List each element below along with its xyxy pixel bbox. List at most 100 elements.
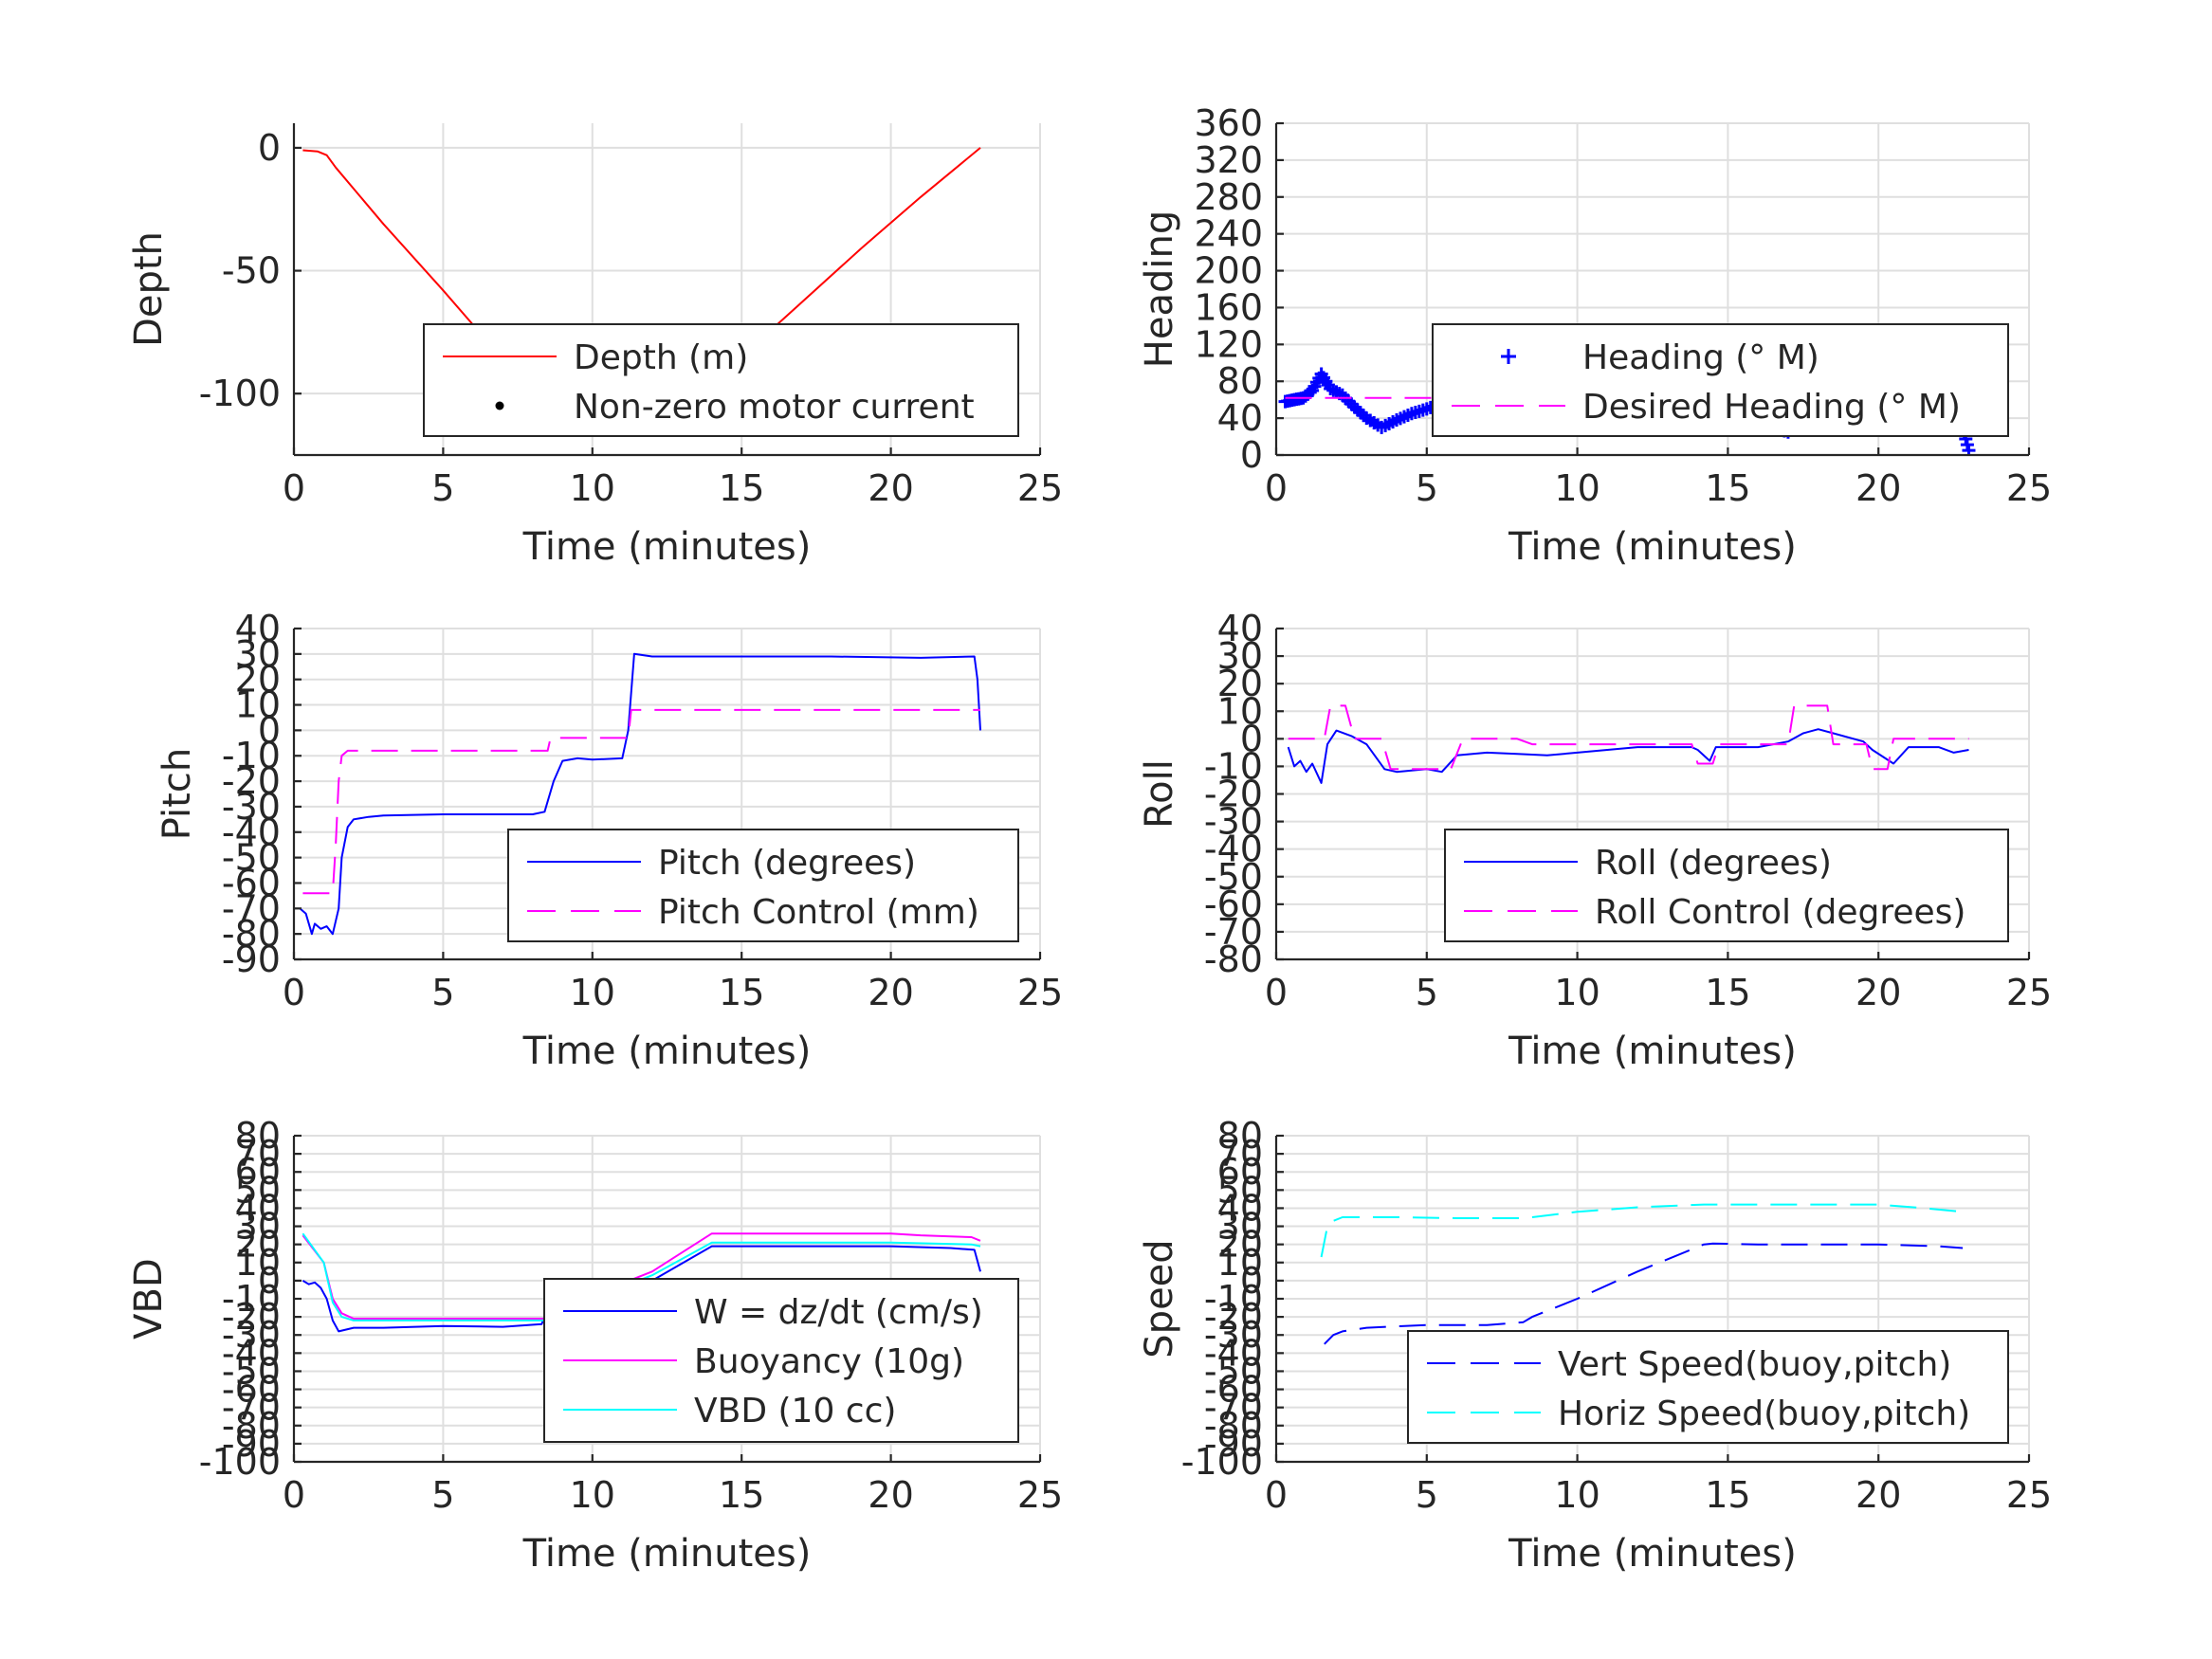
heading-xtick-label: 20 <box>1856 467 1901 509</box>
speed-ytick-label: -20 <box>1204 1296 1263 1338</box>
vbd-chart: 0 5 10 15 20 2580706050403020100-10-20-30-40-… <box>127 1115 1063 1576</box>
heading-legend: Heading (° M) Desired Heading (° M) <box>1432 323 2009 437</box>
depth-xtick-label: 10 <box>570 467 615 509</box>
vbd-ytick-label: 70 <box>235 1133 281 1175</box>
heading-ylabel: Heading <box>1138 210 1181 368</box>
pitch-legend: Pitch (degrees) Pitch Control (mm) <box>507 829 1019 942</box>
roll-ytick-label: 30 <box>1217 635 1263 677</box>
roll-legend: Roll (degrees) Roll Control (degrees) <box>1444 829 2009 942</box>
speed-ytick-label: 50 <box>1217 1169 1263 1211</box>
speed-ytick-label: -50 <box>1204 1350 1263 1392</box>
pitch-ytick-label: -60 <box>222 862 281 903</box>
roll-ytick-label: 20 <box>1217 663 1263 704</box>
roll-ytick-label: -60 <box>1204 884 1263 925</box>
roll-ytick-label: -80 <box>1204 939 1263 980</box>
vbd-xtick-label: 20 <box>868 1474 913 1516</box>
vbd-legend-label: VBD (10 cc) <box>694 1392 896 1431</box>
depth-legend-label: Depth (m) <box>574 338 748 377</box>
roll-ylabel: Roll <box>1138 759 1181 829</box>
depth-legend-label: Non-zero motor current <box>574 388 975 427</box>
roll-xlabel: Time (minutes) <box>1508 1030 1797 1073</box>
pitch-ytick-label: 0 <box>258 709 281 751</box>
pitch-xtick-label: 20 <box>868 972 913 1013</box>
vbd-ytick-label: 50 <box>235 1169 281 1211</box>
vbd-ytick-label: 10 <box>235 1242 281 1284</box>
roll-legend-label: Roll Control (degrees) <box>1595 893 1965 932</box>
speed-series-1-line <box>1320 1203 1964 1258</box>
heading-ytick-label: 280 <box>1194 176 1263 218</box>
pitch-ytick-label: -40 <box>222 811 281 853</box>
roll-xtick-label: 15 <box>1705 972 1750 1013</box>
speed-ytick-label: 40 <box>1217 1187 1263 1229</box>
pitch-series-0-line <box>299 652 981 936</box>
heading-ytick-label: 80 <box>1217 360 1263 402</box>
speed-legend: Vert Speed(buoy,pitch) Horiz Speed(buoy,p… <box>1407 1330 2009 1444</box>
roll-xtick-label: 5 <box>1416 972 1438 1013</box>
roll-chart: 0 5 10 15 20 25403020100-10-20-30-40-50-60-70… <box>1138 608 2052 1073</box>
pitch-xtick-label: 5 <box>431 972 454 1013</box>
speed-legend-label: Vert Speed(buoy,pitch) <box>1558 1345 1951 1384</box>
depth-xtick-label: 15 <box>719 467 764 509</box>
speed-ytick-label: -80 <box>1204 1405 1263 1447</box>
pitch-ytick-label: -20 <box>222 760 281 802</box>
vbd-ytick-label: -50 <box>222 1350 281 1392</box>
roll-ytick-label: 10 <box>1217 690 1263 732</box>
heading-legend-box <box>1432 323 2009 437</box>
speed-ytick-label: -30 <box>1204 1314 1263 1356</box>
roll-ytick-label: -30 <box>1204 801 1263 843</box>
depth-ytick-label: -100 <box>199 373 281 414</box>
depth-xlabel: Time (minutes) <box>522 525 812 569</box>
heading-ytick-label: 200 <box>1194 250 1263 292</box>
depth-xtick-label: 25 <box>1017 467 1063 509</box>
vbd-ytick-label: -60 <box>222 1369 281 1411</box>
heading-xtick-label: 0 <box>1265 467 1288 509</box>
speed-xtick-label: 10 <box>1554 1474 1600 1516</box>
speed-ytick-label: 80 <box>1217 1115 1263 1157</box>
speed-ytick-label: -60 <box>1204 1369 1263 1411</box>
pitch-legend-label: Pitch (degrees) <box>658 844 916 883</box>
speed-ytick-label: 60 <box>1217 1151 1263 1193</box>
depth-ylabel: Depth <box>127 231 171 347</box>
vbd-legend: W = dz/dt (cm/s) Buoyancy (10g) VBD (10 cc… <box>543 1278 1019 1443</box>
heading-ytick-label: 40 <box>1217 397 1263 439</box>
vbd-ytick-label: -70 <box>222 1387 281 1429</box>
roll-xtick-label: 0 <box>1265 972 1288 1013</box>
roll-plot-area <box>1287 704 1969 784</box>
heading-ytick-label: 120 <box>1194 323 1263 365</box>
speed-series-0-line <box>1324 1242 1964 1345</box>
speed-ytick-label: 0 <box>1240 1260 1263 1302</box>
roll-legend-label: Roll (degrees) <box>1595 844 1832 883</box>
heading-legend-label: Heading (° M) <box>1582 338 1819 377</box>
speed-plot-area <box>1320 1203 1964 1345</box>
roll-ytick-label: 0 <box>1240 718 1263 759</box>
roll-ytick-label: -70 <box>1204 911 1263 953</box>
vbd-ytick-label: -80 <box>222 1405 281 1447</box>
vbd-ytick-label: 60 <box>235 1151 281 1193</box>
speed-ytick-label: -70 <box>1204 1387 1263 1429</box>
heading-legend-label: Desired Heading (° M) <box>1582 388 1961 427</box>
vbd-ytick-label: 30 <box>235 1206 281 1248</box>
vbd-ytick-label: -20 <box>222 1296 281 1338</box>
pitch-plot-area <box>299 652 981 936</box>
depth-xtick-label: 20 <box>868 467 913 509</box>
vbd-legend-label: W = dz/dt (cm/s) <box>694 1293 983 1332</box>
heading-xtick-label: 25 <box>2006 467 2052 509</box>
roll-xtick-label: 20 <box>1856 972 1901 1013</box>
vbd-xlabel: Time (minutes) <box>522 1532 812 1576</box>
speed-legend-box <box>1407 1330 2009 1444</box>
speed-xtick-label: 25 <box>2006 1474 2052 1516</box>
roll-xtick-label: 25 <box>2006 972 2052 1013</box>
speed-xtick-label: 0 <box>1265 1474 1288 1516</box>
speed-ytick-label: 10 <box>1217 1242 1263 1284</box>
roll-ytick-label: 40 <box>1217 608 1263 649</box>
speed-xtick-label: 5 <box>1416 1474 1438 1516</box>
heading-ytick-label: 0 <box>1240 434 1263 476</box>
depth-xtick-label: 5 <box>431 467 454 509</box>
speed-ytick-label: 20 <box>1217 1224 1263 1266</box>
depth-xtick-label: 0 <box>283 467 305 509</box>
pitch-legend-box <box>507 829 1019 942</box>
pitch-ytick-label: -10 <box>222 735 281 776</box>
pitch-ylabel: Pitch <box>155 748 199 840</box>
pitch-ytick-label: -70 <box>222 887 281 929</box>
